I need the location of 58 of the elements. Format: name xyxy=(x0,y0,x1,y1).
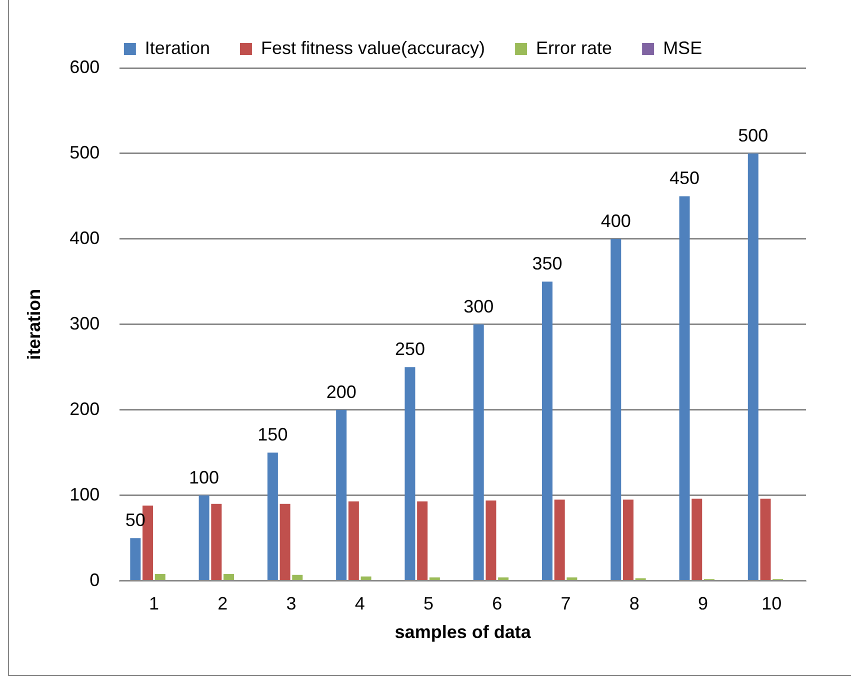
bar xyxy=(566,577,578,580)
bar xyxy=(154,574,166,580)
bar xyxy=(404,367,416,580)
x-tick-label: 10 xyxy=(762,594,782,614)
bar xyxy=(622,500,634,580)
data-label: 450 xyxy=(669,168,700,188)
data-label: 400 xyxy=(600,210,631,231)
legend-label: Error rate xyxy=(536,38,612,58)
legend-label: Fest fitness value(accuracy) xyxy=(260,38,486,58)
bar xyxy=(280,504,290,580)
x-tick-label: 7 xyxy=(560,594,571,614)
bar xyxy=(267,452,278,580)
legend-label: MSE xyxy=(663,38,702,58)
bar xyxy=(498,577,509,580)
bar xyxy=(542,282,552,580)
bar xyxy=(486,500,496,580)
data-label: 200 xyxy=(326,382,356,402)
y-tick-label: 300 xyxy=(70,313,100,334)
bar xyxy=(130,538,141,580)
x-tick-label: 9 xyxy=(698,594,708,614)
y-tick-label: 600 xyxy=(70,56,100,77)
bar xyxy=(692,498,702,580)
data-label: 100 xyxy=(189,467,220,488)
bar xyxy=(348,501,359,580)
x-axis-title: samples of data xyxy=(394,622,532,642)
y-tick-label: 500 xyxy=(70,142,100,162)
bar xyxy=(417,501,428,580)
y-tick-label: 400 xyxy=(70,228,100,248)
data-label: 300 xyxy=(464,296,494,316)
x-tick-label: 6 xyxy=(492,594,502,614)
bar xyxy=(211,504,222,580)
x-tick-label: 4 xyxy=(354,594,365,614)
y-tick-label: 200 xyxy=(70,398,100,419)
bar xyxy=(679,196,690,580)
data-label: 150 xyxy=(258,424,288,445)
bar xyxy=(610,238,622,580)
x-tick-label: 2 xyxy=(218,594,228,614)
data-label: 250 xyxy=(394,339,425,360)
bar xyxy=(760,498,771,580)
x-tick-label: 5 xyxy=(423,594,434,614)
bar xyxy=(473,324,484,580)
data-label: 500 xyxy=(738,125,768,146)
y-axis-title: iteration xyxy=(24,288,44,360)
x-tick-label: 1 xyxy=(148,594,159,614)
data-label: 350 xyxy=(532,254,562,274)
bar xyxy=(748,153,758,580)
legend-label: Iteration xyxy=(144,38,210,58)
bar xyxy=(429,577,440,580)
x-tick-label: 8 xyxy=(629,594,640,614)
y-tick-label: 0 xyxy=(90,570,100,590)
bar xyxy=(292,574,303,580)
bar xyxy=(554,500,565,580)
x-tick-label: 3 xyxy=(286,594,296,614)
bar xyxy=(360,576,372,580)
y-tick-label: 100 xyxy=(70,484,100,504)
bar xyxy=(224,574,234,580)
bar xyxy=(198,495,210,580)
bar xyxy=(336,410,347,580)
